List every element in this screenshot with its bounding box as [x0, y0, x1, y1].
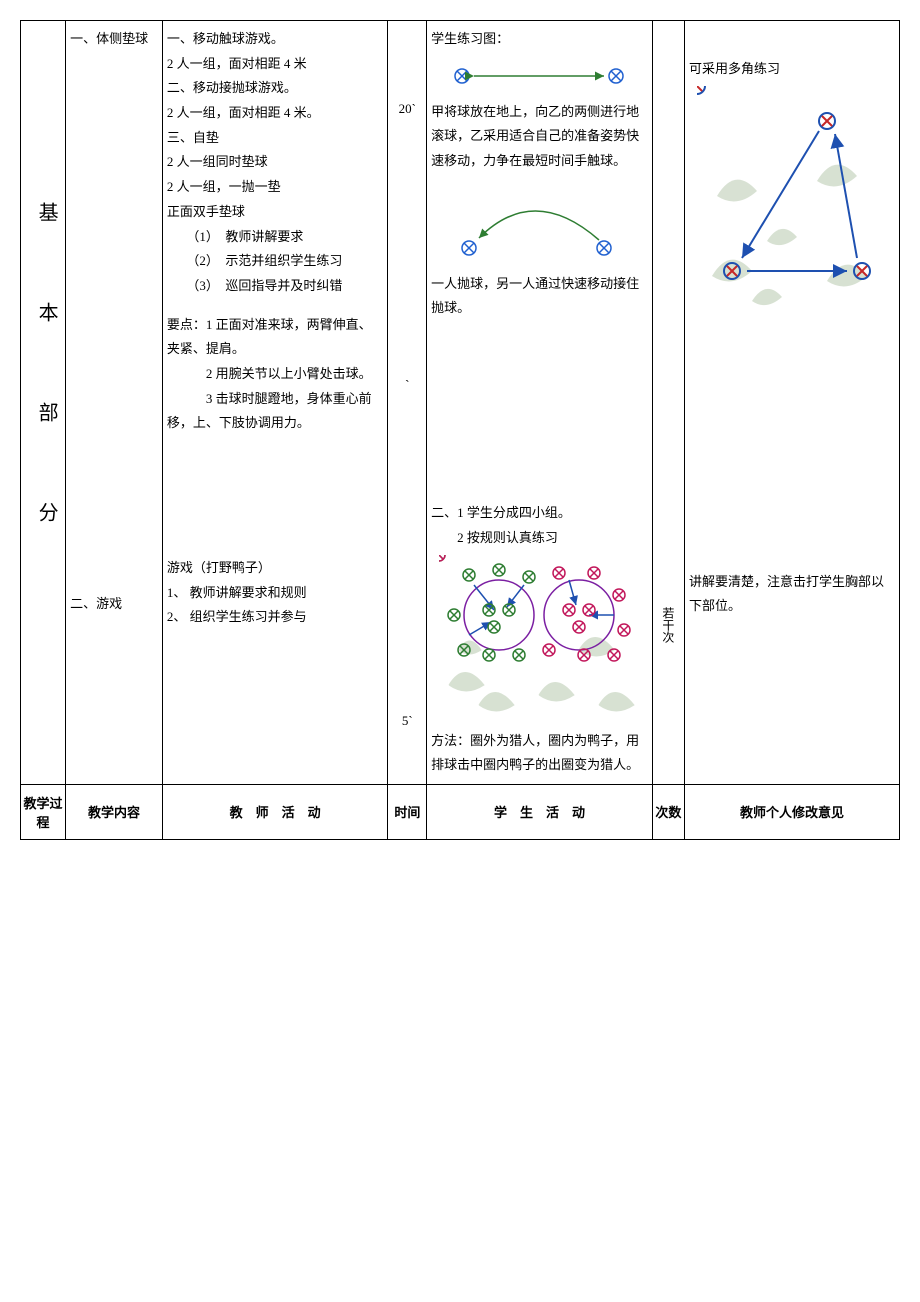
- lesson-plan-table: 基本部分 一、体侧垫球 二、游戏 一、移动触球游戏。 2 人一组，面对相距 4 …: [20, 20, 900, 840]
- count-cell: 若干次: [652, 21, 684, 785]
- h-remark: 教师个人修改意见: [685, 784, 900, 839]
- t-l3: 二、移动接抛球游戏。: [167, 76, 384, 101]
- content-2: 二、游戏: [70, 592, 158, 617]
- h-time: 时间: [388, 784, 427, 839]
- t2-l3: 2、 组织学生练习并参与: [167, 605, 384, 630]
- time-3: 5`: [392, 713, 422, 729]
- s-desc1: 甲将球放在地上，向乙的两侧进行地滚球，乙采用适合自己的准备姿势快速移动，力争在最…: [431, 100, 648, 174]
- main-row: 基本部分 一、体侧垫球 二、游戏 一、移动触球游戏。 2 人一组，面对相距 4 …: [21, 21, 900, 785]
- h-content: 教学内容: [66, 784, 163, 839]
- content-1: 一、体侧垫球: [70, 27, 158, 52]
- remark-cell: 可采用多角练习 讲解要清: [685, 21, 900, 785]
- diagram-line-pass: [444, 56, 634, 96]
- h-phase: 教学过程: [21, 784, 66, 839]
- time-1: 20`: [392, 101, 422, 117]
- s2-l1: 二、1 学生分成四小组。: [431, 501, 648, 526]
- t-l11: （3） 巡回指导并及时纠错: [167, 274, 384, 299]
- t-l2: 2 人一组，面对相距 4 米: [167, 52, 384, 77]
- t2-l1: 游戏（打野鸭子）: [167, 556, 384, 581]
- r1: 可采用多角练习: [689, 57, 895, 82]
- time-2: `: [392, 377, 422, 393]
- phase-cell: 基本部分: [21, 21, 66, 785]
- t-l4: 2 人一组，面对相距 4 米。: [167, 101, 384, 126]
- s2-l2: 2 按规则认真练习: [431, 526, 648, 551]
- h-teacher: 教 师 活 动: [162, 784, 388, 839]
- diagram-duck-game: [439, 555, 639, 725]
- t2-l2: 1、 教师讲解要求和规则: [167, 581, 384, 606]
- h-count: 次数: [652, 784, 684, 839]
- diagram-triangle-drill: [697, 86, 887, 316]
- s2-method: 方法：圈外为猎人，圈内为鸭子，用排球击中圈内鸭子的出圈变为猎人。: [431, 729, 648, 778]
- t-l12: 要点：1 正面对准来球，两臂伸直、夹紧、提肩。: [167, 313, 384, 362]
- t-l9: （1） 教师讲解要求: [167, 225, 384, 250]
- student-cell: 学生练习图： 甲将球放在地上，向乙的两侧进行地滚球，乙采用适合自己的准备姿势快速…: [427, 21, 653, 785]
- teacher-cell: 一、移动触球游戏。 2 人一组，面对相距 4 米 二、移动接抛球游戏。 2 人一…: [162, 21, 388, 785]
- diagram-throw-catch: [444, 178, 634, 268]
- t-l5: 三、自垫: [167, 126, 384, 151]
- s-desc2: 一人抛球，另一人通过快速移动接住抛球。: [431, 272, 648, 321]
- r2: 讲解要清楚，注意击打学生胸部以下部位。: [689, 570, 895, 619]
- t-l1: 一、移动触球游戏。: [167, 27, 384, 52]
- t-l13: 2 用腕关节以上小臂处击球。: [167, 362, 384, 387]
- header-row: 教学过程 教学内容 教 师 活 动 时间 学 生 活 动 次数 教师个人修改意见: [21, 784, 900, 839]
- t-l7: 2 人一组，一抛一垫: [167, 175, 384, 200]
- count-2: 若干次: [660, 607, 677, 643]
- s-title: 学生练习图：: [431, 27, 648, 52]
- t-l6: 2 人一组同时垫球: [167, 150, 384, 175]
- content-cell: 一、体侧垫球 二、游戏: [66, 21, 163, 785]
- t-l10: （2） 示范并组织学生练习: [167, 249, 384, 274]
- t-l8: 正面双手垫球: [167, 200, 384, 225]
- t-l14: 3 击球时腿蹬地，身体重心前移，上、下肢协调用力。: [167, 387, 384, 436]
- time-cell: 20` ` 5`: [388, 21, 427, 785]
- h-student: 学 生 活 动: [427, 784, 653, 839]
